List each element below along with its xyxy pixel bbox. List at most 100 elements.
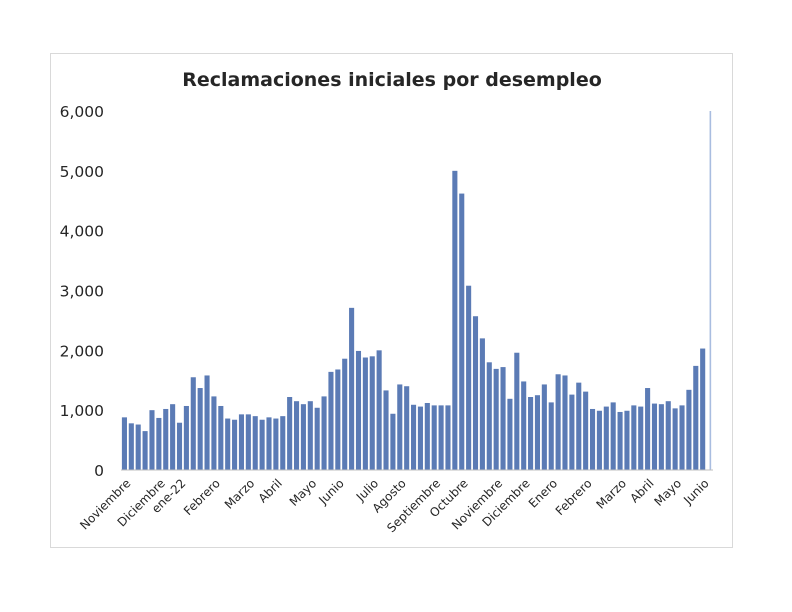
- y-tick-label: 0: [94, 462, 104, 480]
- x-tick-label: Febrero: [553, 476, 595, 518]
- bar: [204, 375, 210, 470]
- bar: [679, 405, 685, 470]
- bar: [238, 414, 245, 470]
- bar: [232, 419, 238, 470]
- bar: [355, 350, 362, 470]
- chart-title: Reclamaciones iniciales por desempleo: [182, 69, 602, 91]
- bar: [631, 405, 637, 470]
- bar: [183, 405, 189, 470]
- bar: [472, 316, 479, 470]
- x-tick-label: Mayo: [652, 476, 685, 509]
- bar: [314, 407, 320, 470]
- bar: [376, 350, 382, 470]
- chart-area: Reclamaciones iniciales por desempleo 0 1…: [50, 53, 733, 548]
- bar: [349, 307, 355, 470]
- bar: [252, 416, 258, 470]
- bar: [486, 362, 492, 470]
- bar: [362, 357, 368, 470]
- bar-series: [121, 111, 712, 470]
- y-tick-label: 6,000: [60, 103, 104, 121]
- bar: [321, 396, 327, 470]
- bar: [583, 391, 589, 470]
- x-tick-label: Abril: [256, 476, 285, 505]
- bar: [693, 365, 699, 470]
- bar: [534, 395, 541, 470]
- bar: [431, 405, 437, 470]
- bar: [211, 396, 217, 470]
- bar: [452, 170, 458, 470]
- bar: [417, 406, 423, 470]
- bar: [541, 384, 547, 470]
- y-tick-label: 3,000: [60, 283, 104, 301]
- bar: [307, 401, 313, 470]
- x-tick-label: Febrero: [181, 476, 223, 518]
- bar: [466, 285, 472, 470]
- bar: [135, 424, 141, 470]
- bar: [603, 406, 609, 470]
- x-tick-label: Junio: [680, 476, 711, 507]
- bar: [589, 408, 596, 470]
- bar: [280, 416, 286, 470]
- bar: [287, 397, 293, 470]
- bar: [651, 403, 658, 470]
- x-tick-label: Junio: [315, 476, 346, 507]
- bar: [528, 397, 534, 470]
- bar: [700, 348, 706, 470]
- x-tick-label: Marzo: [594, 476, 630, 512]
- bar: [335, 369, 341, 470]
- bar: [190, 377, 196, 470]
- bar: [507, 398, 513, 470]
- bar: [225, 418, 231, 470]
- bar: [383, 390, 389, 470]
- bar: [709, 111, 712, 470]
- bar: [562, 375, 568, 470]
- bar: [645, 388, 651, 470]
- bar: [500, 367, 506, 470]
- x-tick-label: Marzo: [222, 476, 258, 512]
- bar: [259, 419, 265, 470]
- bar: [328, 371, 334, 470]
- x-tick-label: Mayo: [287, 476, 320, 509]
- bar: [369, 356, 375, 470]
- bar: [397, 384, 403, 470]
- bar: [149, 410, 155, 470]
- bar: [176, 422, 183, 470]
- y-axis-tick-labels: 0 1,000 2,000 3,000 4,000 5,000 6,000: [60, 103, 104, 480]
- bar: [569, 394, 575, 470]
- bar: [445, 405, 451, 470]
- y-tick-label: 1,000: [60, 402, 104, 420]
- bar: [555, 374, 561, 470]
- bar: [411, 404, 417, 470]
- bar: [459, 193, 465, 470]
- bar: [521, 381, 527, 470]
- bar: [404, 386, 410, 470]
- bar: [424, 402, 430, 470]
- bar: [170, 404, 176, 470]
- bar: [128, 423, 134, 470]
- bar: [156, 417, 162, 470]
- y-tick-label: 4,000: [60, 223, 104, 241]
- bar: [479, 338, 485, 470]
- bar: [245, 414, 251, 470]
- y-tick-label: 5,000: [60, 163, 104, 181]
- y-tick-label: 2,000: [60, 342, 104, 360]
- bar: [342, 358, 348, 470]
- bar: [638, 406, 644, 470]
- bar: [293, 401, 300, 470]
- bar: [300, 404, 306, 470]
- bar: [658, 404, 664, 470]
- x-tick-label: Abril: [627, 476, 656, 505]
- chart-svg: Reclamaciones iniciales por desempleo 0 1…: [60, 69, 713, 535]
- bar: [438, 405, 444, 470]
- bar: [266, 417, 272, 470]
- bar: [617, 411, 623, 470]
- x-axis-tick-labels: NoviembreDiciembreene-22FebreroMarzoAbri…: [77, 476, 711, 535]
- bar: [493, 368, 499, 470]
- bar: [218, 405, 224, 470]
- bar: [121, 417, 127, 470]
- bar: [514, 352, 520, 470]
- bar: [273, 418, 279, 470]
- bar: [610, 402, 616, 470]
- bar: [197, 388, 203, 470]
- bar: [624, 410, 630, 470]
